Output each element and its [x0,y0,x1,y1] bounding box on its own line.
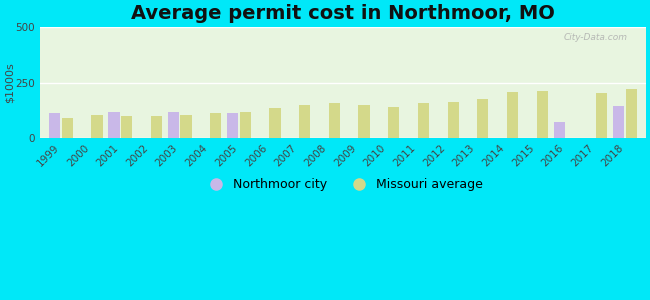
Bar [121,116,132,138]
Bar [537,91,548,138]
Bar [180,115,192,138]
Bar [269,108,281,138]
Bar [477,99,489,138]
Bar [554,122,565,138]
Bar [240,112,251,138]
Bar [299,105,310,138]
Bar [168,112,179,138]
Bar [49,113,60,138]
Title: Average permit cost in Northmoor, MO: Average permit cost in Northmoor, MO [131,4,555,23]
Bar [210,113,221,138]
Bar [447,102,459,138]
Bar [388,107,399,138]
Legend: Northmoor city, Missouri average: Northmoor city, Missouri average [198,173,488,196]
Bar [596,93,607,138]
Bar [358,105,370,138]
Bar [151,116,162,138]
Bar [418,103,429,138]
Text: City-Data.com: City-Data.com [564,33,628,42]
Bar [62,118,73,138]
Bar [109,112,120,138]
Bar [91,115,103,138]
Bar [626,89,637,138]
Bar [507,92,518,138]
Bar [329,103,340,138]
Bar [227,113,239,138]
Y-axis label: $1000s: $1000s [4,62,14,103]
Bar [613,106,625,138]
